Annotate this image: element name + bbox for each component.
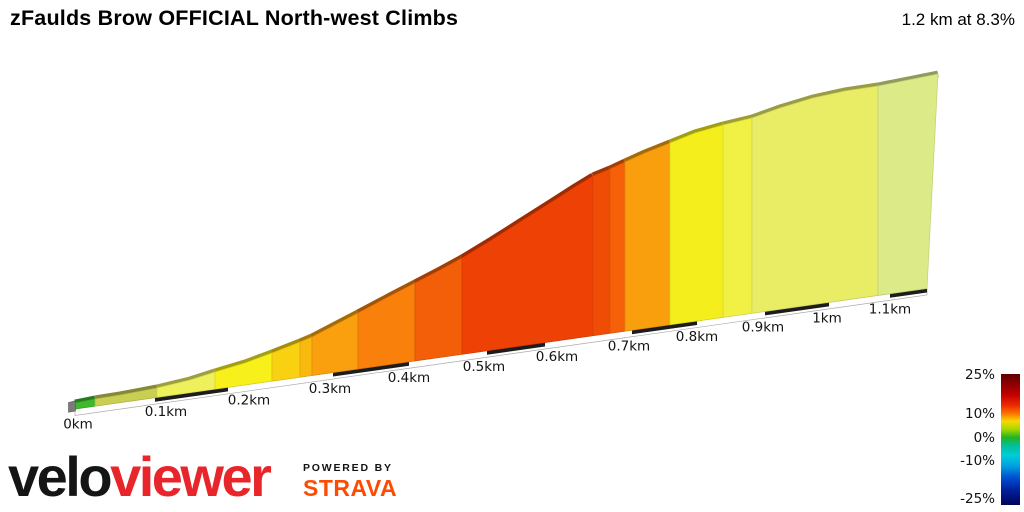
x-axis-tick-label: 0.9km xyxy=(742,320,784,336)
distance-tick-dash xyxy=(890,288,927,298)
distance-tick-dash xyxy=(632,320,697,335)
strava-logo: STRAVA xyxy=(303,475,398,501)
veloviewer-logo: veloviewer xyxy=(8,449,272,505)
powered-by-strava: POWERED BY STRAVA xyxy=(303,462,397,502)
gradient-band xyxy=(877,73,939,296)
gradient-band xyxy=(156,371,216,398)
gradient-band xyxy=(214,352,273,390)
x-axis-tick-label: 0.1km xyxy=(145,404,187,420)
gradient-band xyxy=(609,161,626,334)
gradient-band xyxy=(722,117,753,318)
page-title: zFaulds Brow OFFICIAL North-west Climbs xyxy=(10,6,459,30)
legend-tick-label: 0% xyxy=(973,430,995,446)
distance-tick-dash xyxy=(333,361,409,377)
legend-tick-label: 10% xyxy=(964,406,995,422)
gradient-legend: 25% 10% 0% -10% -25% xyxy=(938,365,1024,512)
gradient-band xyxy=(94,387,158,407)
powered-by-label: POWERED BY xyxy=(303,462,393,474)
gradient-band xyxy=(669,124,724,326)
x-axis-tick-label: 1.1km xyxy=(869,302,911,318)
x-axis-tick-label: 0.7km xyxy=(608,339,650,355)
distance-tick-dash xyxy=(765,301,829,316)
gradient-band xyxy=(592,168,611,337)
gradient-band xyxy=(311,312,359,376)
x-axis-tick-label: 0.8km xyxy=(676,329,718,345)
gradient-band xyxy=(461,175,594,355)
climb-summary: 1.2 km at 8.3% xyxy=(901,10,1015,29)
x-axis-tick-label: 0.6km xyxy=(536,349,578,365)
legend-tick-label: -25% xyxy=(960,491,995,507)
x-axis-tick-label: 0.2km xyxy=(228,392,270,408)
x-axis-tick-label: 0.4km xyxy=(388,370,430,386)
x-axis-tick-label: 0.3km xyxy=(309,381,351,397)
gradient-band xyxy=(357,282,416,370)
x-axis-tick-label: 0km xyxy=(63,417,93,433)
gradient-band xyxy=(299,336,313,378)
veloviewer-logo-viewer: viewer xyxy=(110,445,272,508)
gradient-band xyxy=(414,257,463,362)
x-axis-tick-label: 0.5km xyxy=(463,359,505,375)
gradient-band xyxy=(751,85,879,314)
veloviewer-logo-velo: velo xyxy=(8,445,113,508)
legend-tick-label: -10% xyxy=(960,453,995,469)
distance-tick-dash xyxy=(487,342,545,355)
gradient-legend-bar xyxy=(1001,374,1020,505)
start-end-cap xyxy=(68,400,76,413)
distance-tick-dash xyxy=(155,386,228,402)
x-axis-tick-label: 1km xyxy=(812,311,842,327)
legend-tick-label: 25% xyxy=(964,367,995,383)
gradient-band xyxy=(624,142,671,332)
